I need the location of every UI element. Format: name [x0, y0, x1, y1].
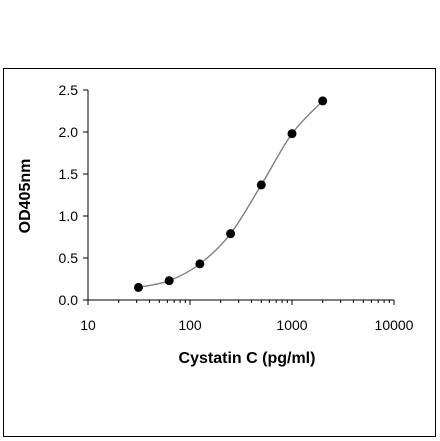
data-point	[318, 96, 328, 106]
x-tick-label: 10000	[375, 317, 414, 333]
tick-labels: 0.0 0.5 1.0 1.5 2.0 2.5 10 100 1000 10000	[59, 82, 414, 333]
x-axis-title: Cystatin C (pg/ml)	[179, 350, 316, 367]
axes	[83, 89, 395, 305]
fit-curve	[138, 100, 324, 289]
y-axis-title: OD405nm	[17, 159, 34, 234]
x-tick-label: 1000	[276, 317, 307, 333]
y-tick-label: 0.0	[59, 292, 79, 308]
x-tick-label: 100	[178, 317, 202, 333]
data-point	[164, 276, 174, 286]
y-tick-label: 1.0	[59, 208, 79, 224]
x-tick-label: 10	[80, 317, 96, 333]
data-point	[256, 180, 266, 190]
data-point	[226, 229, 236, 239]
data-point	[195, 259, 205, 269]
y-tick-label: 2.5	[59, 82, 79, 98]
data-point	[133, 282, 143, 292]
y-tick-label: 0.5	[59, 250, 79, 266]
data-point	[287, 129, 297, 139]
data-points	[133, 96, 328, 292]
y-tick-label: 2.0	[59, 124, 79, 140]
y-tick-label: 1.5	[59, 166, 79, 182]
outer-border	[3, 68, 436, 437]
fit-curve-line	[138, 100, 324, 289]
